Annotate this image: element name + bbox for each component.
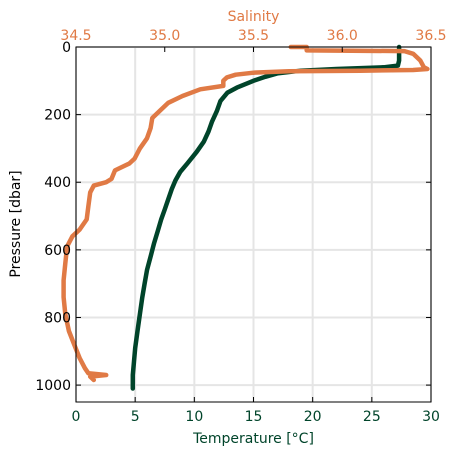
top-axis-title: Salinity (228, 9, 280, 25)
top-tick-label: 36.5 (415, 28, 446, 44)
y-tick-label: 400 (44, 175, 71, 191)
y-tick-label: 1000 (35, 378, 71, 394)
x-tick-label: 0 (72, 409, 81, 425)
x-tick-label: 30 (422, 409, 440, 425)
x-tick-label: 10 (185, 409, 203, 425)
x-tick-label: 20 (304, 409, 322, 425)
bottom-axis-title: Temperature [°C] (192, 431, 314, 447)
salinity-series-line (61, 44, 430, 383)
x-tick-label: 15 (245, 409, 263, 425)
y-tick-label: 600 (44, 243, 71, 259)
top-tick-label: 34.5 (60, 28, 91, 44)
series-layer (61, 44, 430, 391)
top-tick-label: 35.5 (238, 28, 269, 44)
x-tick-label: 25 (363, 409, 381, 425)
y-tick-label: 200 (44, 108, 71, 124)
top-tick-label: 35.0 (149, 28, 180, 44)
y-tick-label: 0 (62, 40, 71, 56)
y-tick-label: 800 (44, 310, 71, 326)
top-tick-label: 36.0 (327, 28, 358, 44)
y-axis-title: Pressure [dbar] (8, 170, 24, 277)
x-tick-label: 5 (131, 409, 140, 425)
ticks: 0 5 10 15 20 25 30 34.5 35.0 35.5 36.0 36.5 0 200 400 6… (35, 28, 446, 425)
